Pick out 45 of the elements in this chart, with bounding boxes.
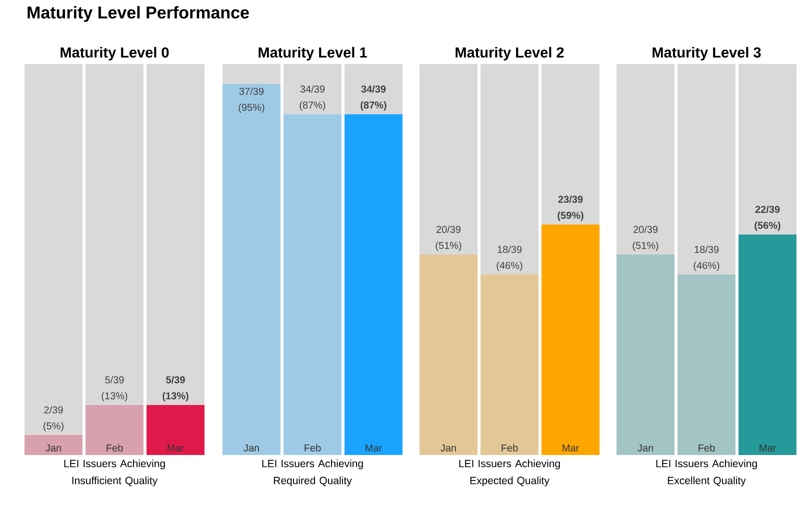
data-label: 37/39 (95%): [238, 88, 264, 113]
bar: [542, 64, 600, 224]
data-label: 20/39 (51%): [436, 226, 462, 251]
x-tick-label: Mar: [168, 444, 184, 452]
x-axis-title: LEI Issuers Achieving Insufficient Quality: [64, 460, 165, 486]
x-axis-title: LEI Issuers Achieving Excellent Quality: [656, 460, 757, 486]
chart-title: Maturity Level 2: [456, 46, 564, 60]
bar: [420, 64, 478, 254]
bar: [678, 64, 736, 275]
bar: [420, 254, 478, 455]
data-label: 34/39 (87%): [360, 85, 386, 111]
x-tick-label: Feb: [698, 444, 715, 452]
x-tick-label: Jan: [440, 444, 456, 452]
data-label: 22/39 (56%): [754, 206, 780, 231]
bar: [542, 224, 600, 455]
data-label: 18/39 (46%): [694, 246, 720, 271]
text: Maturity Level Performance: [28, 6, 249, 22]
x-tick-label: Feb: [304, 444, 321, 452]
x-tick-label: Feb: [106, 444, 123, 452]
data-label: 5/39 (13%): [102, 376, 128, 402]
bar: [480, 64, 538, 275]
x-tick-label: Feb: [502, 444, 518, 452]
data-label: 5/39 (13%): [162, 376, 188, 402]
data-label: 20/39 (51%): [632, 226, 658, 251]
chart-title: Maturity Level 1: [258, 46, 367, 60]
x-tick-label: Jan: [46, 444, 61, 452]
x-tick-label: Jan: [244, 444, 259, 452]
data-label: 23/39 (59%): [558, 196, 584, 221]
bar: [616, 64, 674, 254]
x-axis-title: LEI Issuers Achieving Required Quality: [262, 460, 363, 486]
bar: [738, 234, 796, 455]
x-tick-label: Jan: [638, 444, 653, 452]
bar: [616, 254, 674, 455]
bar: [678, 274, 736, 455]
x-tick-label: Mar: [366, 444, 382, 452]
bar: [738, 64, 796, 234]
bar: [480, 274, 538, 455]
x-tick-label: Mar: [760, 444, 776, 452]
chart-title: Maturity Level 0: [60, 46, 169, 60]
x-axis-title: LEI Issuers Achieving Expected Quality: [459, 460, 560, 486]
x-tick-label: Mar: [562, 444, 579, 452]
chart-title: Maturity Level 3: [652, 46, 761, 60]
data-label: 18/39 (46%): [496, 246, 522, 271]
data-label: 34/39 (87%): [300, 85, 326, 111]
data-label: 2/39 (5%): [44, 406, 64, 432]
